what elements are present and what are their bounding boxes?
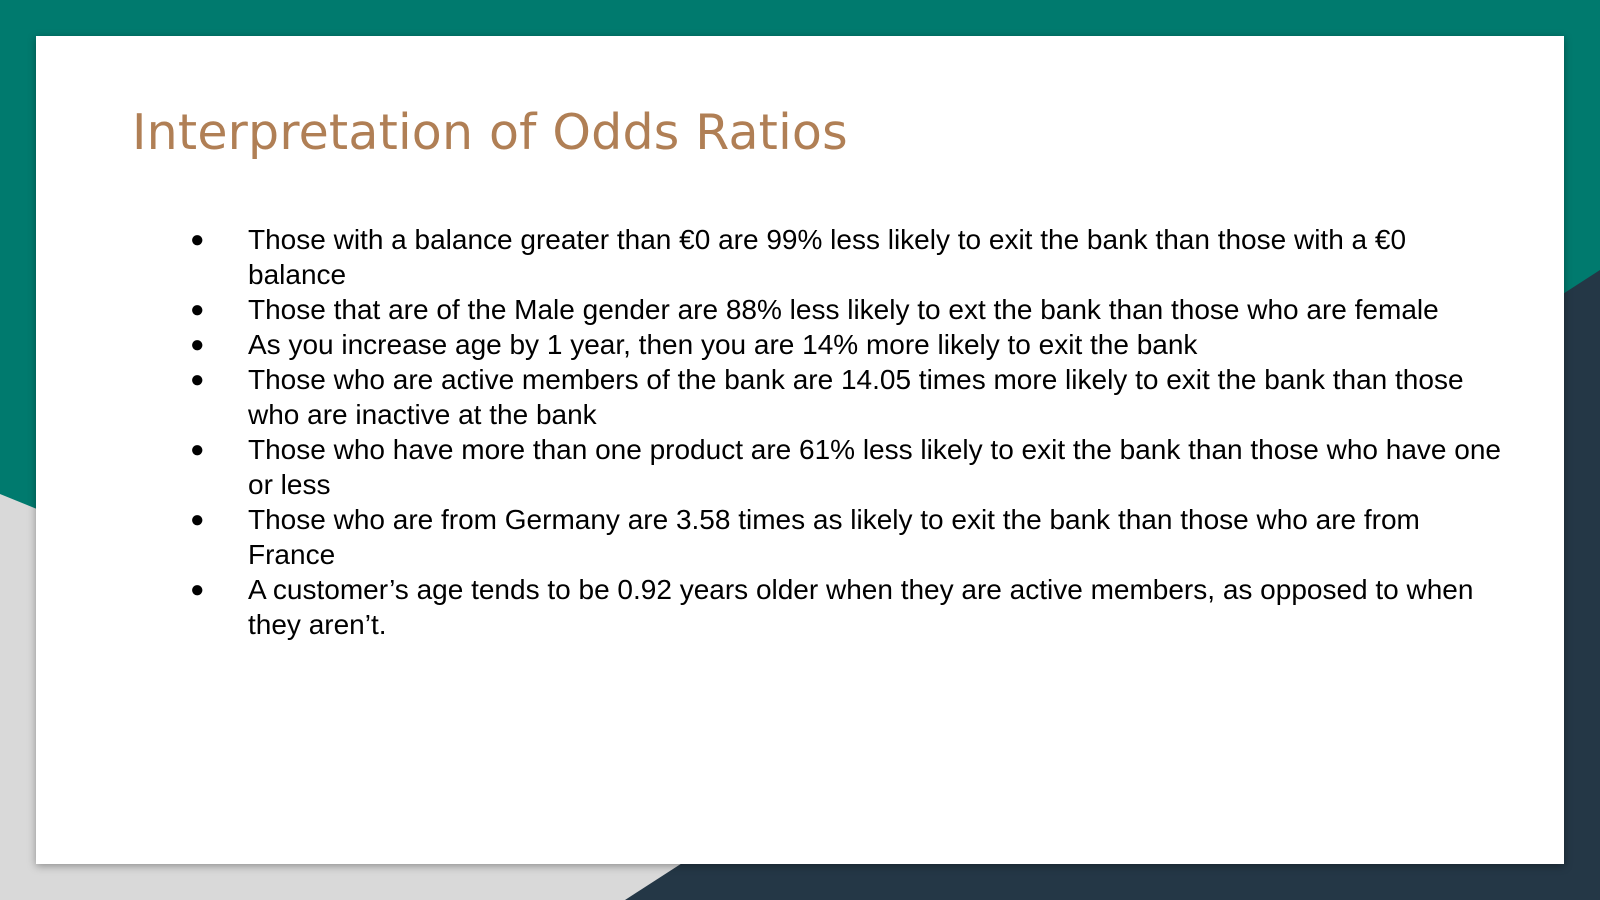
- bullet-list: ● Those with a balance greater than €0 a…: [156, 222, 1511, 642]
- bullet-item: ● A customer’s age tends to be 0.92 year…: [156, 572, 1511, 642]
- bullet-text: Those with a balance greater than €0 are…: [248, 224, 1407, 290]
- bullet-item: ● As you increase age by 1 year, then yo…: [156, 327, 1511, 362]
- bullet-text: Those who are from Germany are 3.58 time…: [248, 504, 1420, 570]
- bullet-marker: ●: [190, 296, 205, 323]
- slide-title: Interpretation of Odds Ratios: [132, 104, 848, 161]
- bullet-marker: ●: [190, 576, 205, 603]
- slide-canvas: Interpretation of Odds Ratios ● Those wi…: [36, 36, 1564, 864]
- bullet-text: Those who are active members of the bank…: [248, 364, 1464, 430]
- bullet-item: ● Those that are of the Male gender are …: [156, 292, 1511, 327]
- bullet-text: A customer’s age tends to be 0.92 years …: [248, 574, 1474, 640]
- bullet-marker: ●: [190, 506, 205, 533]
- bullet-item: ● Those who are active members of the ba…: [156, 362, 1511, 432]
- bullet-text: Those who have more than one product are…: [248, 434, 1501, 500]
- bullet-marker: ●: [190, 366, 205, 393]
- bullet-marker: ●: [190, 436, 205, 463]
- bullet-marker: ●: [190, 331, 205, 358]
- bullet-text: As you increase age by 1 year, then you …: [248, 329, 1198, 360]
- bullet-item: ● Those who have more than one product a…: [156, 432, 1511, 502]
- bullet-text: Those that are of the Male gender are 88…: [248, 294, 1439, 325]
- bullet-item: ● Those with a balance greater than €0 a…: [156, 222, 1511, 292]
- bullet-item: ● Those who are from Germany are 3.58 ti…: [156, 502, 1511, 572]
- bullet-marker: ●: [190, 226, 205, 253]
